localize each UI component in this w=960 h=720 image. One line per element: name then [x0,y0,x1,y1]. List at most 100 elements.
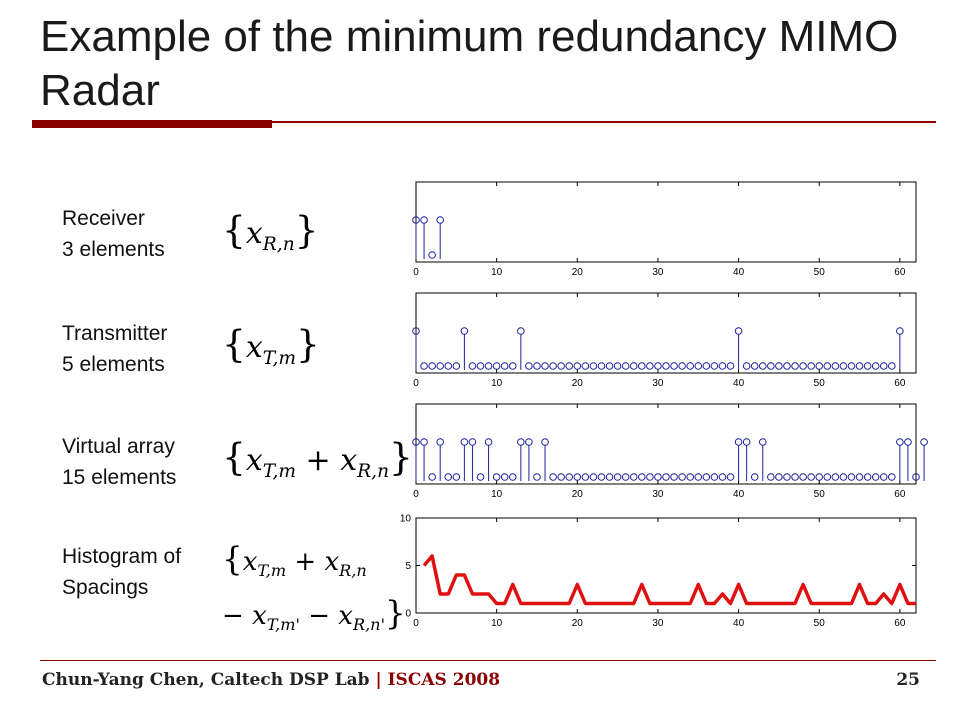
transmitter-marker-47 [791,362,799,370]
histogram-formula-line2: − xT,m' − xR,n'} [222,594,406,635]
transmitter-xtick-label-2: 20 [572,378,584,389]
transmitter-marker-28 [638,362,646,370]
transmitter-marker-34 [686,362,694,370]
virtual-marker-20 [573,473,582,481]
virtual-marker-55 [855,473,864,481]
transmitter-marker-41 [742,362,751,370]
receiver-formula: {xR,n} [222,208,319,255]
virtual-marker-36 [702,473,711,481]
virtual-marker-13 [517,438,525,446]
transmitter-marker-24 [605,362,614,370]
transmitter-marker-57 [871,362,880,370]
transmitter-marker-45 [775,362,783,370]
transmitter-marker-17 [549,362,557,370]
transmitter-marker-53 [839,362,848,370]
transmitter-marker-55 [855,362,864,370]
virtual-marker-12 [508,473,517,481]
transmitter-marker-12 [508,362,517,370]
virtual-xtick-label-5: 50 [814,489,826,500]
transmitter-xtick-label-5: 50 [814,378,826,389]
receiver-frame [415,181,917,263]
receiver-xtick-label-3: 30 [652,267,664,278]
virtual-marker-51 [823,473,832,481]
virtual-marker-17 [549,473,557,481]
transmitter-marker-58 [879,362,888,370]
virtual-array-stem-plot: 0 10 20 30 40 50 60 [412,403,928,500]
virtual-marker-2 [428,473,436,481]
virtual-marker-25 [613,473,622,481]
receiver-label-line2: 3 elements [62,238,165,261]
histogram-xtick-label-6: 60 [894,618,906,629]
virtual-marker-40 [734,438,743,446]
virtual-xtick-label-0: 0 [413,489,419,500]
virtual-marker-30 [654,473,662,481]
transmitter-label-line2: 5 elements [62,353,165,376]
histogram-xtick-label-3: 30 [652,618,664,629]
histogram-label-line2: Spacings [62,576,149,599]
virtual-array-label-line2: 15 elements [62,466,177,489]
receiver-marker-3 [436,216,444,224]
transmitter-marker-0 [412,327,420,335]
receiver-xtick-label-0: 0 [413,267,419,278]
transmitter-marker-21 [581,362,590,370]
transmitter-marker-2 [428,362,436,370]
virtual-marker-6 [460,438,469,446]
histogram-ytick-label-1: 5 [405,561,411,572]
transmitter-stem-plot: 0 10 20 30 40 50 60 [412,292,917,389]
transmitter-marker-14 [525,362,533,370]
histogram-ytick-label-0: 0 [405,609,411,620]
virtual-marker-11 [500,473,509,481]
virtual-marker-8 [476,473,485,481]
virtual-marker-14 [525,438,533,446]
transmitter-formula: {xT,m} [222,322,320,369]
transmitter-marker-15 [533,362,541,370]
footer-credit: Chun-Yang Chen, Caltech DSP Lab | ISCAS … [42,670,500,690]
receiver-stem-plot: 0 10 20 30 40 50 60 [412,181,917,278]
transmitter-marker-4 [444,362,453,370]
virtual-xtick-label-4: 40 [733,489,745,500]
virtual-marker-33 [678,473,686,481]
histogram-label-line1: Histogram of [62,545,182,568]
transmitter-frame [415,292,917,374]
transmitter-marker-8 [476,362,485,370]
virtual-marker-39 [726,473,735,481]
virtual-marker-18 [557,473,565,481]
virtual-marker-15 [533,473,541,481]
receiver-label-line1: Receiver [62,207,145,230]
title-accent-bar [32,120,272,128]
slide-title: Example of the minimum redundancy MIMO R… [40,12,899,115]
virtual-marker-42 [750,473,759,481]
virtual-marker-52 [831,473,840,481]
histogram-xtick-label-5: 50 [814,618,826,629]
virtual-array-label: Virtual array 15 elements [62,431,176,493]
transmitter-marker-10 [492,362,501,370]
transmitter-xtick-label-0: 0 [413,378,419,389]
transmitter-label-line1: Transmitter [62,322,168,345]
virtual-marker-54 [847,473,856,481]
virtual-marker-4 [444,473,453,481]
virtual-marker-61 [904,438,912,446]
receiver-marker-0 [412,216,420,224]
virtual-marker-31 [662,473,670,481]
virtual-marker-62 [912,473,920,481]
virtual-marker-58 [879,473,888,481]
transmitter-marker-25 [613,362,622,370]
virtual-marker-9 [484,438,493,446]
transmitter-marker-23 [597,362,606,370]
title-underline [272,121,936,123]
virtual-marker-35 [694,473,703,481]
virtual-marker-27 [629,473,638,481]
transmitter-marker-29 [646,362,654,370]
virtual-marker-60 [896,438,904,446]
virtual-marker-50 [815,473,824,481]
transmitter-marker-27 [629,362,638,370]
histogram-series-line [422,554,916,606]
virtual-marker-29 [646,473,654,481]
transmitter-marker-42 [750,362,759,370]
transmitter-marker-43 [758,362,767,370]
transmitter-marker-19 [565,362,574,370]
histogram-line-plot: 0 10 20 30 40 50 60 0 5 10 [400,514,917,629]
receiver-xtick-label-6: 60 [894,267,906,278]
virtual-marker-53 [839,473,848,481]
histogram-xtick-label-2: 20 [572,618,584,629]
